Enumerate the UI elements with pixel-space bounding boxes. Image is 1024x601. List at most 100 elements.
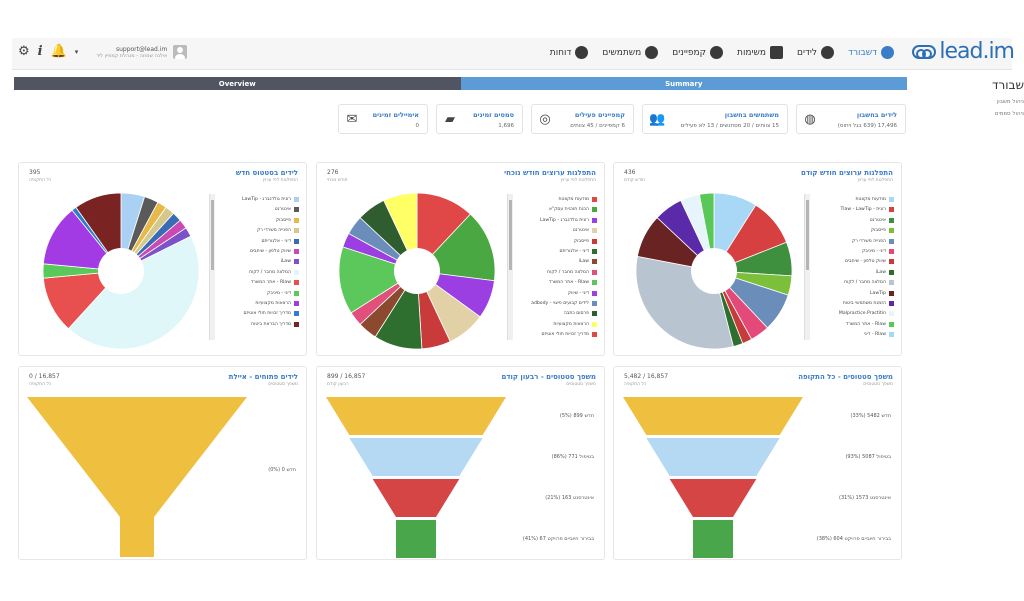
legend-item[interactable]: לידים קבועים פיצוי - adbody	[531, 301, 597, 306]
legend-item[interactable]: שיווק טלפון - שיחבים	[250, 249, 299, 254]
legend-item[interactable]: דיגי - מיניבק	[862, 249, 894, 254]
side-link-passwords[interactable]: ניהול ססמים	[994, 111, 1024, 117]
legend-item[interactable]: הפנייה משרדי רק	[852, 238, 894, 244]
legend-item[interactable]: LawTip	[870, 290, 894, 296]
legend-item[interactable]: iLaw	[876, 269, 894, 275]
scrollbar-thumb[interactable]	[211, 200, 214, 270]
legend-item[interactable]: דיגי - אלגוריתם	[559, 249, 597, 254]
panel-subtitle: התפלגות לפי ערוץ	[857, 178, 893, 183]
nav-tasks[interactable]: משימות	[737, 46, 784, 59]
pie-slice[interactable]	[67, 235, 200, 350]
pie-legend[interactable]: רונית גולדנברג - LawTip אינטרנט פייסבוק הפנ…	[209, 194, 301, 340]
legend-item[interactable]: Rlaw - דיגי	[864, 332, 894, 338]
legend-item[interactable]: מדריך זכויות תולי אוטיזם	[243, 311, 299, 317]
legend-item[interactable]: מדריך הבראת ביטוח	[251, 321, 299, 327]
legend-item[interactable]: הזמנת משתמשי ביטוח	[843, 301, 894, 306]
legend-item[interactable]: iLaw	[281, 259, 299, 265]
legend-item[interactable]: דיגי - אלגוריתם	[261, 238, 299, 244]
info-icon[interactable]: i	[37, 44, 43, 59]
funnel-segment[interactable]	[396, 520, 436, 558]
funnel-segment[interactable]	[623, 397, 803, 435]
funnel-segment[interactable]	[669, 479, 757, 517]
legend-item[interactable]: פייסבוק	[871, 228, 894, 234]
legend-label: שיווק טלפון - שיחבים	[844, 259, 886, 265]
legend-swatch	[592, 332, 597, 338]
legend-item[interactable]: Rlaw - אתר המשרד	[846, 321, 894, 327]
avatar[interactable]	[173, 45, 188, 59]
legend-item[interactable]: שיווק טלפון - שיחבים	[844, 259, 894, 265]
legend-scrollbar[interactable]	[508, 194, 513, 340]
nav-users[interactable]: משתמשים	[602, 46, 659, 59]
legend-swatch	[889, 259, 894, 265]
funnel-segment[interactable]	[27, 397, 247, 557]
pie-panel-new-leads: לידים בסטטוס חדש התפלגות לפי ערוץ 395 כל…	[18, 162, 307, 356]
legend-item[interactable]: רונית - Tlaw - LawTip	[840, 207, 894, 213]
legend-item[interactable]: Rlaw - אתר המשרד	[251, 280, 299, 286]
funnel-label: חדש 899 (5%)	[559, 413, 594, 419]
legend-item[interactable]: Rlaw - אתר המשרד	[549, 280, 597, 286]
chevron-down-icon[interactable]: ▾	[74, 48, 79, 56]
legend-item[interactable]: אינטרנט	[275, 207, 299, 213]
pie-slice[interactable]	[42, 209, 122, 272]
legend-item[interactable]: אינטרנט	[573, 228, 597, 234]
legend-item[interactable]: הרצאות מקצועיות	[255, 301, 299, 306]
legend-item[interactable]: דיגי - שיווק	[568, 290, 597, 296]
side-link-account[interactable]: ניהול משבון	[996, 99, 1024, 105]
legend-scrollbar[interactable]	[805, 194, 810, 340]
pie-slice[interactable]	[338, 246, 418, 314]
funnel-panel-open-leads: לידים פתוחים - איילת משפך סטטוסים 0 / 16…	[18, 366, 307, 560]
legend-item[interactable]: המלצה מחבר / לקוח	[249, 269, 299, 275]
funnel-segment[interactable]	[326, 397, 506, 435]
legend-item[interactable]: פייסבוק	[574, 238, 597, 244]
nav-reports[interactable]: דוחות	[550, 46, 589, 59]
nav-label: לידים	[797, 47, 818, 58]
nav-leads[interactable]: לידים	[797, 46, 835, 59]
pie-legend[interactable]: מודעות מקוונות הכנת תוכנית עסק"א רונית גול…	[507, 194, 599, 340]
nav-campaigns[interactable]: קמפיינים	[672, 46, 724, 59]
stat-card-emails[interactable]: ✉ אימיילים זמינים 0	[338, 104, 428, 134]
legend-item[interactable]: מודעות מקוונות	[856, 197, 894, 202]
legend-item[interactable]: הכנת תוכנית עסק"א	[549, 207, 597, 213]
legend-item[interactable]: הפנייה משרדי רק	[257, 228, 299, 234]
legend-label: מדריך זכויות תולי אוטיזם	[541, 332, 589, 338]
legend-label: מדריך זכויות תולי אוטיזם	[243, 311, 291, 317]
legend-scrollbar[interactable]	[210, 194, 215, 340]
legend-item[interactable]: Malpractice.Practitin	[839, 311, 894, 317]
stat-card-leads[interactable]: ◍ לידים בחשבון 17,496 (639 בגל ויחוס)	[796, 104, 906, 134]
legend-item[interactable]: מדריך זכויות תולי אוטיזם	[541, 332, 597, 338]
funnel-segment[interactable]	[349, 438, 483, 476]
legend-item[interactable]: מודעות מקוונות	[559, 197, 597, 202]
legend-item[interactable]: רונית גולדנברג - LawTip	[242, 197, 299, 202]
legend-item[interactable]: המלצה מחבר / לקוח	[844, 280, 894, 286]
tab-summary[interactable]: Summary	[460, 77, 907, 90]
legend-item[interactable]: המלצה מחבר / לקוח	[547, 269, 597, 275]
legend-label: רונית גולדנברג - LawTip	[241, 197, 291, 202]
gear-icon[interactable]: ⚙	[18, 44, 30, 59]
legend-item[interactable]: דיגי - מיניבק	[267, 290, 299, 296]
legend-item[interactable]: אינטרנט	[870, 217, 894, 223]
stat-card-users[interactable]: 👥 משתמשים בחשבון 15 צוותים / 20 מסתנשים …	[642, 104, 788, 134]
pie-legend[interactable]: מודעות מקוונות רונית - Tlaw - LawTip אינטר…	[804, 194, 896, 340]
stat-title: אימיילים זמינים	[372, 111, 419, 119]
legend-item[interactable]: פרסום כתבה	[564, 311, 597, 317]
legend-item[interactable]: רונית גולדנברג - LawTip	[540, 217, 597, 223]
scrollbar-thumb[interactable]	[806, 200, 809, 270]
legend-item[interactable]: הרצאות מקצועיות	[553, 321, 597, 327]
stat-card-campaigns[interactable]: ◎ קמפיינים פעילים 6 קמפיינים / 45 צוותים	[531, 104, 634, 134]
legend-swatch	[592, 280, 597, 286]
stat-card-sms[interactable]: ▰ סמסים זמינים 1,696	[436, 104, 523, 134]
panel-count-label: חודש נוכחי	[327, 178, 348, 183]
pie-chart	[42, 192, 200, 350]
user-menu[interactable]: support@lead.im אילנה שמחה - מנהלת קמפיי…	[96, 45, 188, 59]
legend-item[interactable]: iLaw	[579, 259, 597, 265]
funnel-segment[interactable]	[693, 520, 733, 558]
funnel-segment[interactable]	[646, 438, 780, 476]
bell-icon[interactable]: 🔔	[50, 44, 67, 59]
legend-label: לידים קבועים פיצוי - adbody	[531, 301, 589, 306]
funnel-segment[interactable]	[372, 479, 460, 517]
legend-item[interactable]: פייסבוק	[276, 217, 299, 223]
tab-overview[interactable]: Overview	[14, 77, 461, 90]
scrollbar-thumb[interactable]	[509, 200, 512, 270]
logo[interactable]: lead.im	[912, 39, 1015, 64]
nav-dashboard[interactable]: דשבורד	[848, 46, 894, 59]
